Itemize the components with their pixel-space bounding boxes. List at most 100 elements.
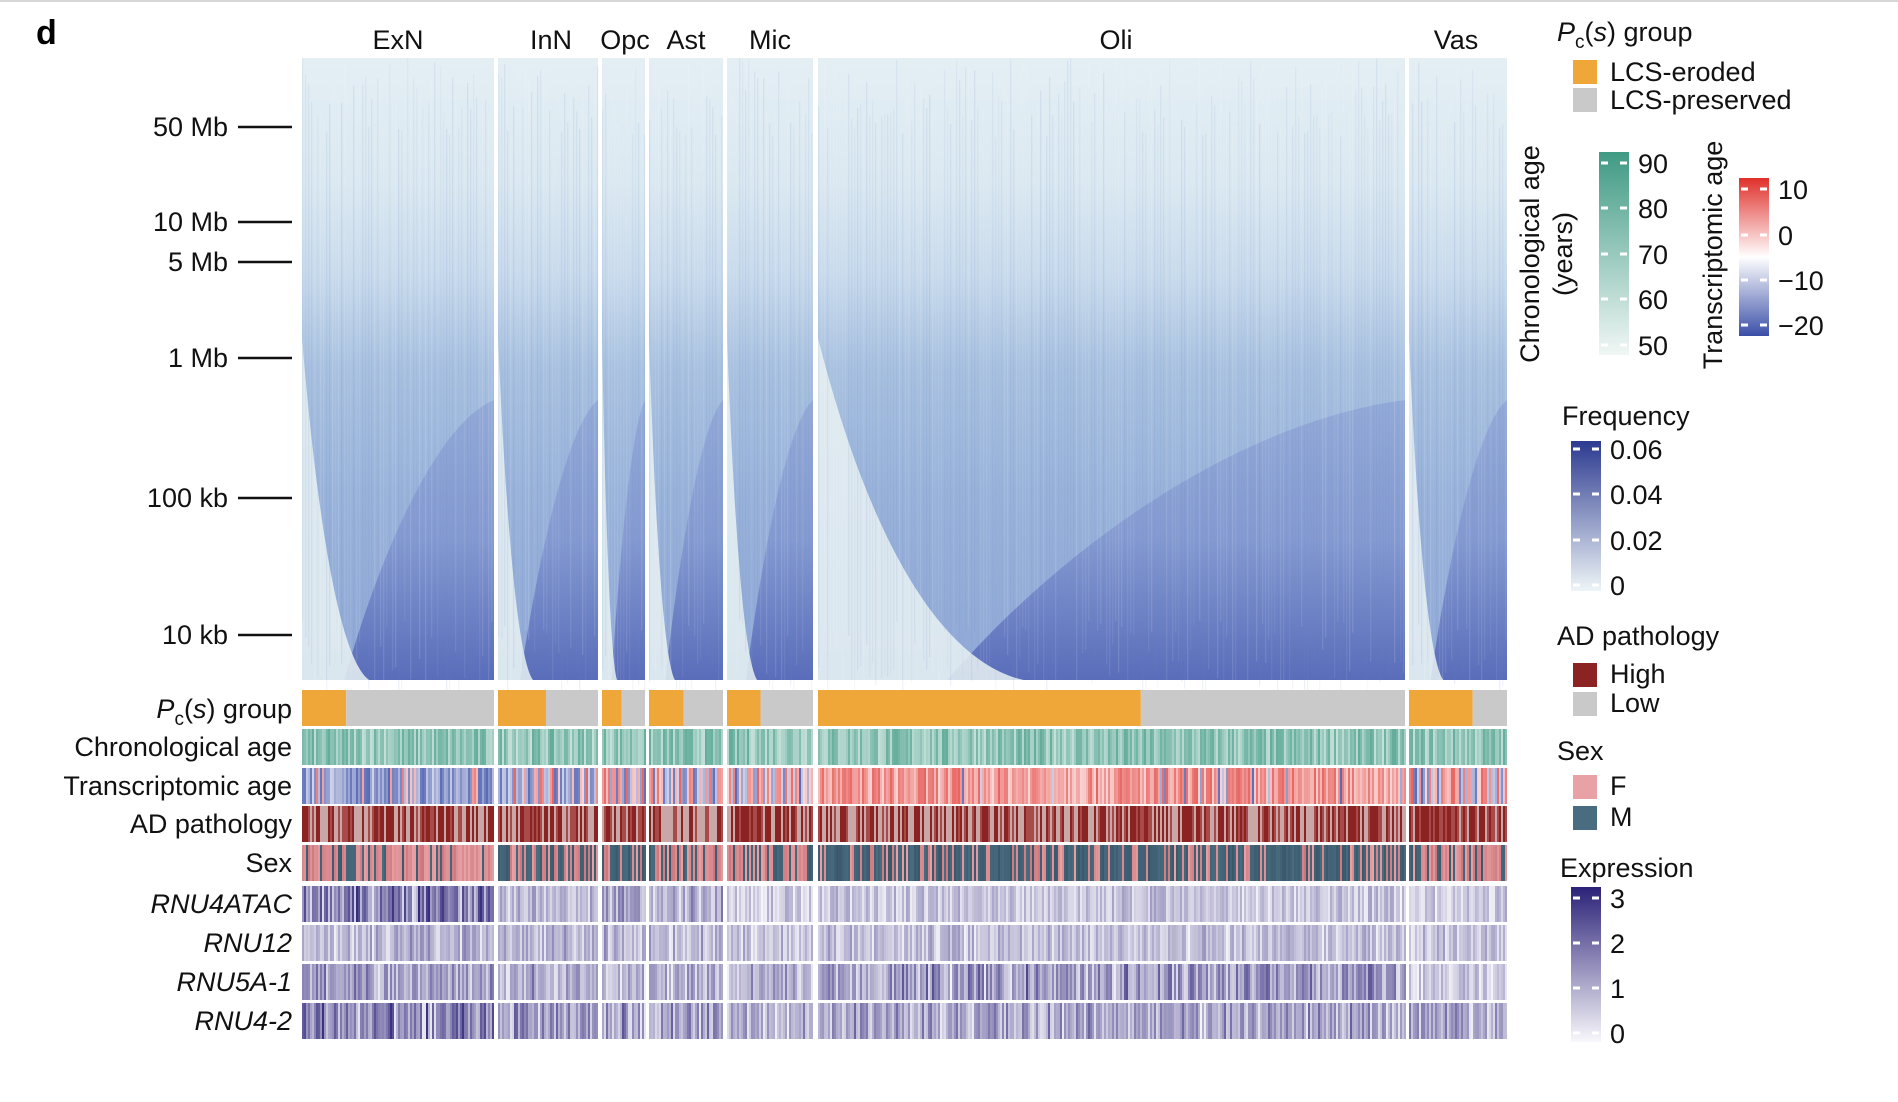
transcriptomic-age-track-stripe [1419, 768, 1421, 804]
expression-track-3-stripe [765, 964, 767, 1000]
heatmap-texture-line [748, 58, 750, 621]
chrono-age-track-stripe [1082, 729, 1084, 765]
ad-pathology-track-stripe [1170, 806, 1172, 842]
chrono-age-track-stripe [1354, 729, 1356, 765]
expression-track-1-stripe [1016, 886, 1018, 922]
chrono-age-track-stripe [638, 729, 640, 765]
heatmap-texture-line [679, 130, 681, 693]
expression-track-2-stripe [1228, 925, 1230, 961]
expression-track-1-stripe [1294, 886, 1296, 922]
expression-track-4-stripe [356, 1003, 358, 1039]
expression-track-1-stripe [685, 886, 687, 922]
expression-track-1-stripe [1028, 886, 1030, 922]
ad-pathology-track-stripe [1086, 806, 1088, 842]
expression-track-3-stripe [1477, 964, 1479, 1000]
chrono-age-track-stripe [1170, 729, 1172, 765]
expression-track-2-stripe [1232, 925, 1234, 961]
expression-track-3-stripe [1310, 964, 1312, 1000]
expression-track-1-stripe [803, 886, 805, 922]
expression-track-1-stripe [1226, 886, 1228, 922]
expression-track-1-stripe [384, 886, 386, 922]
transcriptomic-age-track-stripe [612, 768, 614, 804]
expression-track-4-stripe [358, 1003, 360, 1039]
ad-pathology-track-stripe [864, 806, 866, 842]
transcriptomic-age-track-stripe [1314, 768, 1316, 804]
chrono-age-track-stripe [1010, 729, 1012, 765]
heatmap-texture-line [694, 73, 696, 636]
expression-track-3-stripe [1306, 964, 1308, 1000]
expression-track-4-stripe [468, 1003, 470, 1039]
expression-track-4-stripe [490, 1003, 492, 1039]
expression-track-4-stripe [795, 1003, 797, 1039]
expression-track-1-stripe [330, 886, 332, 922]
transcriptomic-age-track-stripe [1435, 768, 1437, 804]
chrono-age-track-stripe [1222, 729, 1224, 765]
chrono-age-track-stripe [757, 729, 759, 765]
sex-track-stripe [729, 845, 731, 881]
expression-track-1-stripe [1040, 886, 1042, 922]
chrono-age-track-stripe [530, 729, 532, 765]
expression-track-3-stripe [318, 964, 320, 1000]
expression-track-1-stripe [1350, 886, 1352, 922]
expression-track-2-stripe [390, 925, 392, 961]
expression-track-3-stripe [596, 964, 598, 1000]
heatmap-texture-line [1118, 110, 1120, 673]
expression-track-2-stripe [1274, 925, 1276, 961]
sex-track-stripe [904, 845, 906, 881]
expression-track-2-stripe [1062, 925, 1064, 961]
sex-track-stripe [884, 845, 886, 881]
sex-track-stripe [681, 845, 683, 881]
sex-track-stripe [634, 845, 636, 881]
chrono-age-track-stripe [396, 729, 398, 765]
heatmap-texture-line [605, 93, 607, 656]
sex-track-stripe [970, 845, 972, 881]
chrono-age-track-stripe [1469, 729, 1471, 765]
sex-track-stripe [701, 845, 703, 881]
ad-pathology-track-stripe [622, 806, 624, 842]
ad-pathology-track-stripe [719, 806, 721, 842]
ad-pathology-track-stripe [1144, 806, 1146, 842]
sex-track-stripe [534, 845, 536, 881]
chrono-age-track-stripe [642, 729, 644, 765]
sex-track-stripe [1060, 845, 1062, 881]
expression-track-3-stripe [870, 964, 872, 1000]
expression-track-3-stripe [356, 964, 358, 1000]
transcriptomic-age-track-stripe [1274, 768, 1276, 804]
expression-track-2-stripe [1196, 925, 1198, 961]
expression-track-4-stripe [522, 1003, 524, 1039]
expression-track-2-stripe [594, 925, 596, 961]
expression-track-3-stripe [1072, 964, 1074, 1000]
ad-pathology-track-stripe [558, 806, 560, 842]
expression-track-1-stripe [695, 886, 697, 922]
sex-track-stripe [683, 845, 685, 881]
chrono-age-track-stripe [1078, 729, 1080, 765]
transcriptomic-age-track-stripe [348, 768, 350, 804]
expression-track-4-stripe [506, 1003, 508, 1039]
expression-track-4-stripe [972, 1003, 974, 1039]
expression-track-1-stripe [542, 886, 544, 922]
expression-track-3-stripe [338, 964, 340, 1000]
ad-pathology-track-stripe [1320, 806, 1322, 842]
expression-track-3-stripe [414, 964, 416, 1000]
transcriptomic-age-track-stripe [747, 768, 749, 804]
expression-track-2-stripe [1224, 925, 1226, 961]
chrono-age-track-stripe [793, 729, 795, 765]
chrono-age-track-stripe [960, 729, 962, 765]
expression-track-1-stripe [514, 886, 516, 922]
chrono-age-track-stripe [304, 729, 306, 765]
heatmap-texture-line [1208, 107, 1210, 670]
chrono-age-track-stripe [550, 729, 552, 765]
heatmap-texture-line [543, 67, 545, 630]
expression-track-1-stripe [1250, 886, 1252, 922]
heatmap-texture-line [546, 71, 548, 634]
expression-track-1-stripe [767, 886, 769, 922]
expression-track-3-stripe [1392, 964, 1394, 1000]
heatmap-texture-line [516, 60, 518, 623]
ad-pathology-track-stripe [727, 806, 729, 842]
ad-pathology-track-stripe [1266, 806, 1268, 842]
expression-track-1-stripe [972, 886, 974, 922]
chrono-age-track-stripe [440, 729, 442, 765]
ad-pathology-track-stripe [781, 806, 783, 842]
chrono-age-track-stripe [677, 729, 679, 765]
expression-track-4-stripe [570, 1003, 572, 1039]
